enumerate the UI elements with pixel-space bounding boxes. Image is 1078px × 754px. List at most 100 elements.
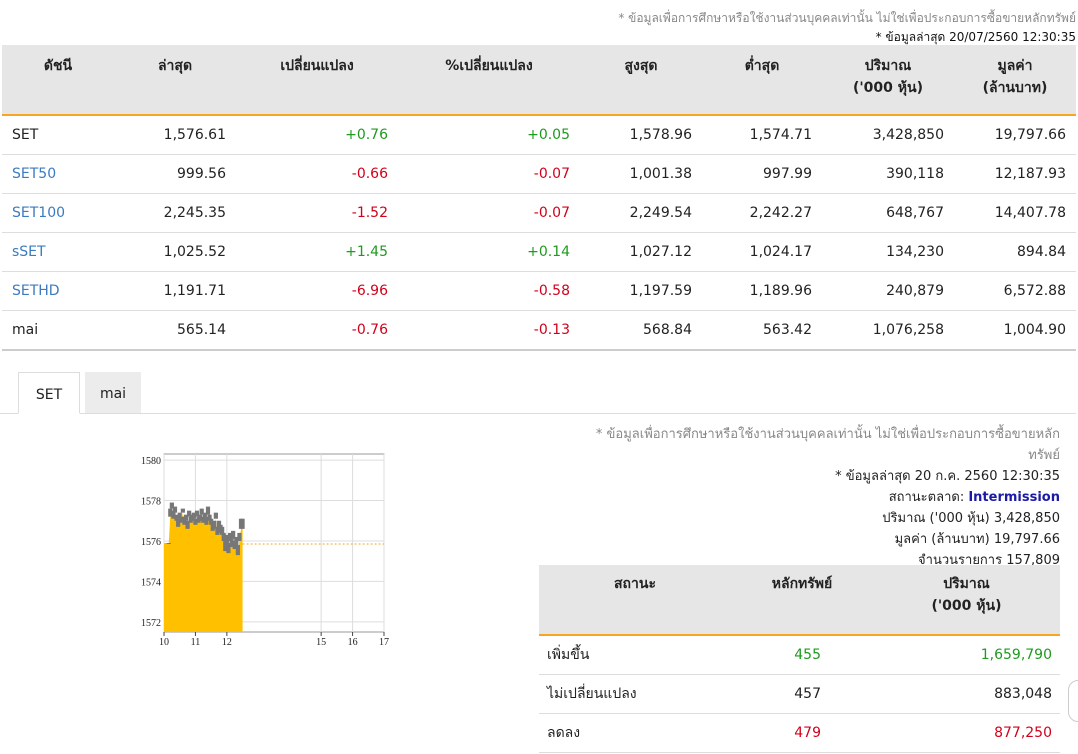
index-pct-change: -0.58 bbox=[398, 271, 580, 311]
breadth-row: ไม่เปลี่ยนแปลง 457 883,048 bbox=[539, 674, 1060, 714]
breadth-table: สถานะ หลักทรัพย์ ปริมาณ ('000 หุ้น) เพิ่ม… bbox=[539, 565, 1060, 753]
index-high: 568.84 bbox=[580, 310, 702, 351]
chart-axes: 1572 1574 1576 1578 1580 10 11 12 15 16 17 bbox=[141, 456, 389, 647]
market-volume-label: ปริมาณ ('000 หุ้น) bbox=[882, 511, 990, 526]
col-value-label: มูลค่า bbox=[997, 58, 1033, 74]
index-row-sset[interactable]: sSET 1,025.52 +1.45 +0.14 1,027.12 1,024.17 13… bbox=[2, 232, 1076, 272]
index-name[interactable]: SETHD bbox=[2, 271, 114, 311]
y-tick-label: 1572 bbox=[141, 618, 161, 629]
index-row-mai: mai 565.14 -0.76 -0.13 568.84 563.42 1,076,258… bbox=[2, 310, 1076, 351]
index-last: 565.14 bbox=[114, 310, 236, 351]
breadth-status: ไม่เปลี่ยนแปลง bbox=[539, 674, 731, 714]
breadth-count: 457 bbox=[731, 674, 873, 714]
index-low: 1,574.71 bbox=[702, 115, 822, 155]
index-table-body: SET 1,576.61 +0.76 +0.05 1,578.96 1,574.71 3,4… bbox=[2, 115, 1076, 351]
chart-area-layer bbox=[164, 502, 245, 632]
breadth-count: 479 bbox=[731, 713, 873, 753]
index-row-sethd[interactable]: SETHD 1,191.71 -6.96 -0.58 1,197.59 1,189.96 2… bbox=[2, 271, 1076, 311]
index-row-set: SET 1,576.61 +0.76 +0.05 1,578.96 1,574.71 3,4… bbox=[2, 115, 1076, 155]
index-value: 19,797.66 bbox=[954, 115, 1076, 155]
y-tick-label: 1574 bbox=[141, 577, 161, 588]
index-low: 1,024.17 bbox=[702, 232, 822, 272]
index-name[interactable]: sSET bbox=[2, 232, 114, 272]
market-status: สถานะตลาด: Intermission bbox=[889, 486, 1060, 507]
col-value: มูลค่า (ล้านบาท) bbox=[954, 45, 1076, 116]
scroll-handle[interactable] bbox=[1068, 680, 1078, 722]
index-change: -0.66 bbox=[236, 154, 398, 194]
market-deals-value: 157,809 bbox=[1006, 553, 1060, 568]
col-index: ดัชนี bbox=[2, 45, 114, 116]
market-deals: จำนวนรายการ 157,809 bbox=[918, 549, 1060, 570]
index-name: SET bbox=[2, 115, 114, 155]
x-tick-label: 11 bbox=[191, 637, 201, 647]
index-volume: 390,118 bbox=[822, 154, 954, 194]
index-value: 12,187.93 bbox=[954, 154, 1076, 194]
col-volume: ปริมาณ ('000 หุ้น) bbox=[822, 45, 954, 116]
index-name: mai bbox=[2, 310, 114, 351]
col-volume-label: ปริมาณ bbox=[864, 58, 912, 74]
market-value-label: มูลค่า (ล้านบาท) bbox=[894, 532, 990, 547]
index-volume: 240,879 bbox=[822, 271, 954, 311]
breadth-status: เพิ่มขึ้น bbox=[539, 635, 731, 675]
col-low: ต่ำสุด bbox=[702, 45, 822, 116]
tab-set[interactable]: SET bbox=[18, 372, 80, 414]
index-name[interactable]: SET50 bbox=[2, 154, 114, 194]
breadth-row: ลดลง 479 877,250 bbox=[539, 713, 1060, 753]
index-low: 563.42 bbox=[702, 310, 822, 351]
col-last: ล่าสุด bbox=[114, 45, 236, 116]
market-disclaimer-line2: ทรัพย์ bbox=[1028, 448, 1060, 463]
index-high: 1,001.38 bbox=[580, 154, 702, 194]
index-row-set50[interactable]: SET50 999.56 -0.66 -0.07 1,001.38 997.99 390,1… bbox=[2, 154, 1076, 194]
col-value-unit: (ล้านบาท) bbox=[982, 80, 1048, 96]
tab-mai[interactable]: mai bbox=[85, 372, 141, 413]
index-volume: 3,428,850 bbox=[822, 115, 954, 155]
index-low: 1,189.96 bbox=[702, 271, 822, 311]
index-pct-change: -0.07 bbox=[398, 154, 580, 194]
x-tick-label: 15 bbox=[316, 637, 326, 647]
intraday-chart: 1572 1574 1576 1578 1580 10 11 12 15 16 17 bbox=[141, 453, 389, 647]
index-value: 6,572.88 bbox=[954, 271, 1076, 311]
index-last: 1,191.71 bbox=[114, 271, 236, 311]
index-last: 1,025.52 bbox=[114, 232, 236, 272]
index-high: 1,197.59 bbox=[580, 271, 702, 311]
col-status: สถานะ bbox=[539, 565, 731, 636]
index-change: +0.76 bbox=[236, 115, 398, 155]
col-breadth-volume-label: ปริมาณ bbox=[943, 576, 990, 592]
index-last: 999.56 bbox=[114, 154, 236, 194]
breadth-volume: 877,250 bbox=[873, 713, 1060, 753]
index-pct-change: -0.07 bbox=[398, 193, 580, 233]
breadth-status: ลดลง bbox=[539, 713, 731, 753]
index-volume: 1,076,258 bbox=[822, 310, 954, 351]
index-volume: 134,230 bbox=[822, 232, 954, 272]
market-volume: ปริมาณ ('000 หุ้น) 3,428,850 bbox=[882, 507, 1060, 528]
x-tick-label: 12 bbox=[222, 637, 232, 647]
index-value: 1,004.90 bbox=[954, 310, 1076, 351]
index-pct-change: -0.13 bbox=[398, 310, 580, 351]
breadth-table-body: เพิ่มขึ้น 455 1,659,790 ไม่เปลี่ยนแปลง 457 88… bbox=[539, 635, 1060, 753]
market-status-value: Intermission bbox=[968, 490, 1060, 505]
breadth-volume: 883,048 bbox=[873, 674, 1060, 714]
index-table: ดัชนี ล่าสุด เปลี่ยนแปลง %เปลี่ยนแปลง สู… bbox=[2, 45, 1076, 351]
index-pct-change: +0.05 bbox=[398, 115, 580, 155]
y-tick-label: 1576 bbox=[141, 537, 161, 548]
index-change: -0.76 bbox=[236, 310, 398, 351]
breadth-volume: 1,659,790 bbox=[873, 635, 1060, 675]
market-last-update: * ข้อมูลล่าสุด 20 ก.ค. 2560 12:30:35 bbox=[835, 469, 1060, 484]
col-volume-unit: ('000 หุ้น) bbox=[853, 80, 923, 96]
y-tick-label: 1578 bbox=[141, 497, 161, 508]
col-securities: หลักทรัพย์ bbox=[731, 565, 873, 636]
index-low: 2,242.27 bbox=[702, 193, 822, 233]
market-value-value: 19,797.66 bbox=[993, 532, 1060, 547]
index-name[interactable]: SET100 bbox=[2, 193, 114, 233]
col-breadth-volume-unit: ('000 หุ้น) bbox=[931, 598, 1002, 614]
index-high: 1,578.96 bbox=[580, 115, 702, 155]
index-table-header: ดัชนี ล่าสุด เปลี่ยนแปลง %เปลี่ยนแปลง สู… bbox=[2, 45, 1076, 116]
market-value: มูลค่า (ล้านบาท) 19,797.66 bbox=[895, 528, 1060, 549]
index-high: 2,249.54 bbox=[580, 193, 702, 233]
index-value: 14,407.78 bbox=[954, 193, 1076, 233]
index-row-set100[interactable]: SET100 2,245.35 -1.52 -0.07 2,249.54 2,242.27… bbox=[2, 193, 1076, 233]
index-last: 1,576.61 bbox=[114, 115, 236, 155]
breadth-count: 455 bbox=[731, 635, 873, 675]
x-tick-label: 16 bbox=[348, 637, 358, 647]
breadth-row: เพิ่มขึ้น 455 1,659,790 bbox=[539, 635, 1060, 675]
